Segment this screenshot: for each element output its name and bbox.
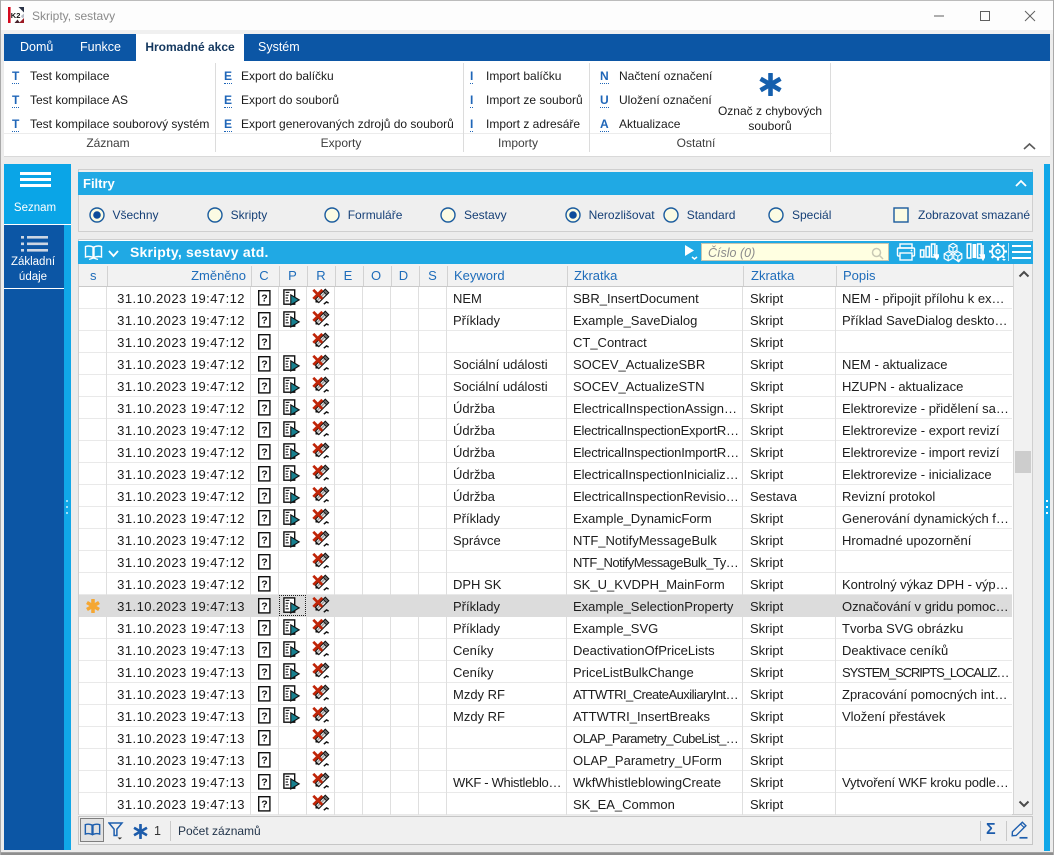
- svg-text:?: ?: [261, 710, 267, 722]
- svg-text:?: ?: [261, 380, 267, 392]
- svg-text:?: ?: [261, 534, 267, 546]
- svg-text:?: ?: [261, 446, 267, 458]
- svg-text:?: ?: [261, 666, 267, 678]
- svg-text:?: ?: [261, 798, 267, 810]
- svg-text:?: ?: [261, 512, 267, 524]
- svg-text:?: ?: [261, 732, 267, 744]
- svg-text:?: ?: [261, 578, 267, 590]
- svg-text:K2: K2: [11, 11, 21, 20]
- svg-text:?: ?: [261, 490, 267, 502]
- svg-text:?: ?: [261, 292, 267, 304]
- svg-text:?: ?: [261, 622, 267, 634]
- svg-text:?: ?: [261, 402, 267, 414]
- svg-text:?: ?: [261, 468, 267, 480]
- svg-text:?: ?: [261, 754, 267, 766]
- svg-text:?: ?: [261, 776, 267, 788]
- svg-text:?: ?: [261, 556, 267, 568]
- svg-text:?: ?: [261, 424, 267, 436]
- svg-text:?: ?: [261, 314, 267, 326]
- svg-text:?: ?: [261, 688, 267, 700]
- svg-text:?: ?: [261, 336, 267, 348]
- svg-text:?: ?: [261, 644, 267, 656]
- svg-text:?: ?: [261, 600, 267, 612]
- svg-text:?: ?: [261, 358, 267, 370]
